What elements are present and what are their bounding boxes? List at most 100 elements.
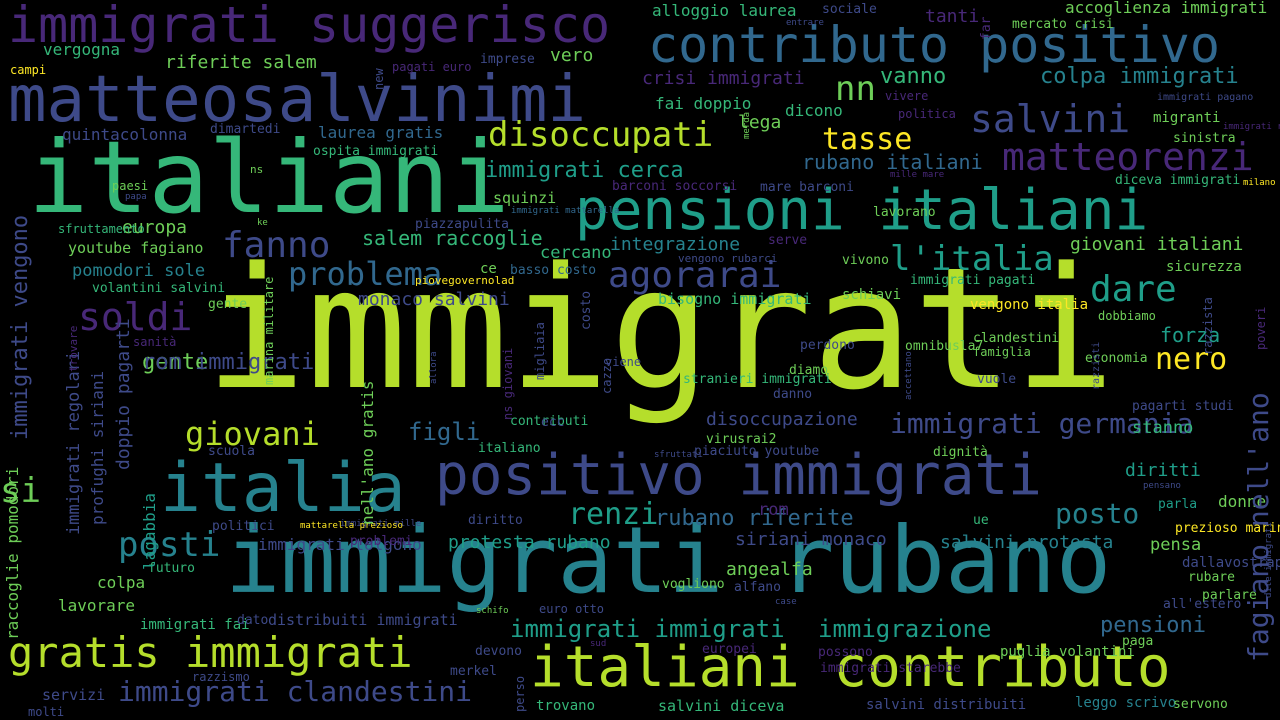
word-cloud-term: scuola [208,444,255,459]
word-cloud-term: schifo [476,606,509,616]
word-cloud-term: puglia volantini [1000,644,1135,660]
word-cloud-term: ospita immigrati [313,144,439,159]
word-cloud-term: ecc [541,415,565,430]
word-cloud-term: lavorare [58,596,136,615]
word-cloud-term: pomodori sole [72,261,206,281]
word-cloud-term: merkel [450,664,497,679]
word-cloud-term: fanno [222,225,331,266]
word-cloud-term: nell'ano gratis [358,380,377,526]
word-cloud-term: perso [513,675,527,712]
word-cloud-term: salvini distribuiti [866,697,1027,713]
word-cloud-term: serve [768,233,808,248]
word-cloud-term: diritti [1125,460,1201,481]
word-cloud-term: pensano [1143,481,1181,491]
word-cloud-term: rom immigrati [142,350,315,375]
word-cloud-term: immigrati germania [890,407,1194,440]
word-cloud-term: poveri [1254,306,1268,350]
word-cloud-term: papa [125,192,147,202]
word-cloud-term: pensioni [1100,613,1206,638]
word-cloud-term: integrazione [610,234,741,255]
word-cloud-term: immigrati fai [140,617,250,633]
word-cloud-term: positivo immigrati [435,443,1042,508]
word-cloud-term: immigrati pagati [910,273,1036,288]
word-cloud-term: mattarella prezioso [300,521,403,531]
word-cloud-term: gratis immigrati [8,628,413,677]
word-cloud-term: dato [237,613,269,628]
word-cloud-term: viene [605,355,642,369]
word-cloud-term: italia [160,449,406,528]
word-cloud-term: immigrati immigrati [510,615,785,643]
word-cloud-term: soldi [78,295,193,339]
word-cloud-term: vogliono [662,577,725,592]
word-cloud-term: matteosalvinimi [8,63,586,137]
word-cloud-term: bisogno immigrati [658,290,812,308]
word-cloud-term: vivono [842,253,889,268]
word-cloud-term: pagarti studi [1132,399,1234,414]
word-cloud-term: tanti [925,6,980,27]
word-cloud-term: danno [773,387,813,402]
word-cloud-term: mercato crisi [1012,17,1114,32]
word-cloud-term: contributi [510,414,589,429]
word-cloud-term: parla [1158,497,1198,512]
word-cloud-term: forza [1160,323,1221,347]
word-cloud-term: vivere [885,89,929,103]
word-cloud-term: ns [250,163,264,176]
word-cloud-term: accettano [904,351,914,400]
word-cloud-term: piovegovernolad [415,274,515,287]
word-cloud-term: giovani [185,415,320,453]
word-cloud-term: cercano [540,243,612,263]
word-cloud-term: new [372,68,386,90]
word-cloud-term: paesi [112,179,149,193]
word-cloud-term: piaciuto youtube [694,444,820,459]
word-cloud-term: lavorano [873,205,936,220]
word-cloud-term: campi [10,63,47,77]
word-cloud-term: allora [429,351,439,384]
word-cloud-term: squinzi [493,189,557,207]
word-cloud-term: tasse [822,122,913,157]
word-cloud-term: immigrati starebbe [820,661,961,676]
word-cloud-term: immigrati vengono [8,214,33,440]
word-cloud-term: immigrati [205,231,1116,427]
word-cloud-term: posto [1055,497,1140,530]
word-cloud-term: servono [1173,697,1228,712]
word-cloud-term: ns giovani [501,347,515,420]
word-cloud-term: futuro [148,561,195,576]
word-cloud-term: l'italia [890,239,1054,279]
word-cloud-term: sfruttamento [58,222,145,236]
word-cloud-term: dignità [933,445,988,460]
word-cloud-term: crisi immigrati [642,68,805,89]
word-cloud-term: far [979,16,994,40]
word-cloud-term: parlare [1202,588,1257,603]
word-cloud-term: dobbiamo [1098,309,1156,323]
word-cloud-term: rubare [1188,570,1235,585]
word-cloud-term: vengono rubarci [678,252,778,265]
word-cloud-term: case [775,597,797,607]
word-cloud-term: ke [257,218,268,228]
word-cloud-term: stranieri immigrati [683,372,832,387]
word-cloud-term: rom [758,500,789,520]
word-cloud-term: contributo positivo [648,16,1220,74]
word-cloud-term: colpa [97,573,146,592]
word-cloud-term: problema [288,255,443,293]
word-cloud-term: europa [122,217,188,238]
word-cloud-term: paga [1122,634,1154,649]
word-cloud-term: monaco salvini [358,289,510,310]
word-cloud-term: migranti [1153,110,1221,126]
word-cloud-term: lega [738,112,782,133]
word-cloud-term: sociale [822,2,877,17]
word-cloud-term: disoccupati [488,115,714,155]
word-cloud-term: migliaia [533,322,547,380]
word-cloud-term: alloggio laurea [652,1,797,20]
word-cloud-term: immigrati risorsa [1223,122,1280,132]
word-cloud-term: distribuiti immigrati [268,611,458,629]
word-cloud-term: immigrati mattarella [511,206,620,216]
word-cloud-term: marina militare [262,276,276,385]
word-cloud-term: sanità [133,335,177,349]
word-cloud-term: sicurezza [1166,259,1242,275]
word-cloud-term: posti [118,525,221,565]
word-cloud-term: profughi siriani [88,370,107,525]
word-cloud-term: vergogna [43,40,121,59]
word-cloud-term: dare [1090,269,1177,310]
word-cloud-term: imprese [480,52,535,67]
